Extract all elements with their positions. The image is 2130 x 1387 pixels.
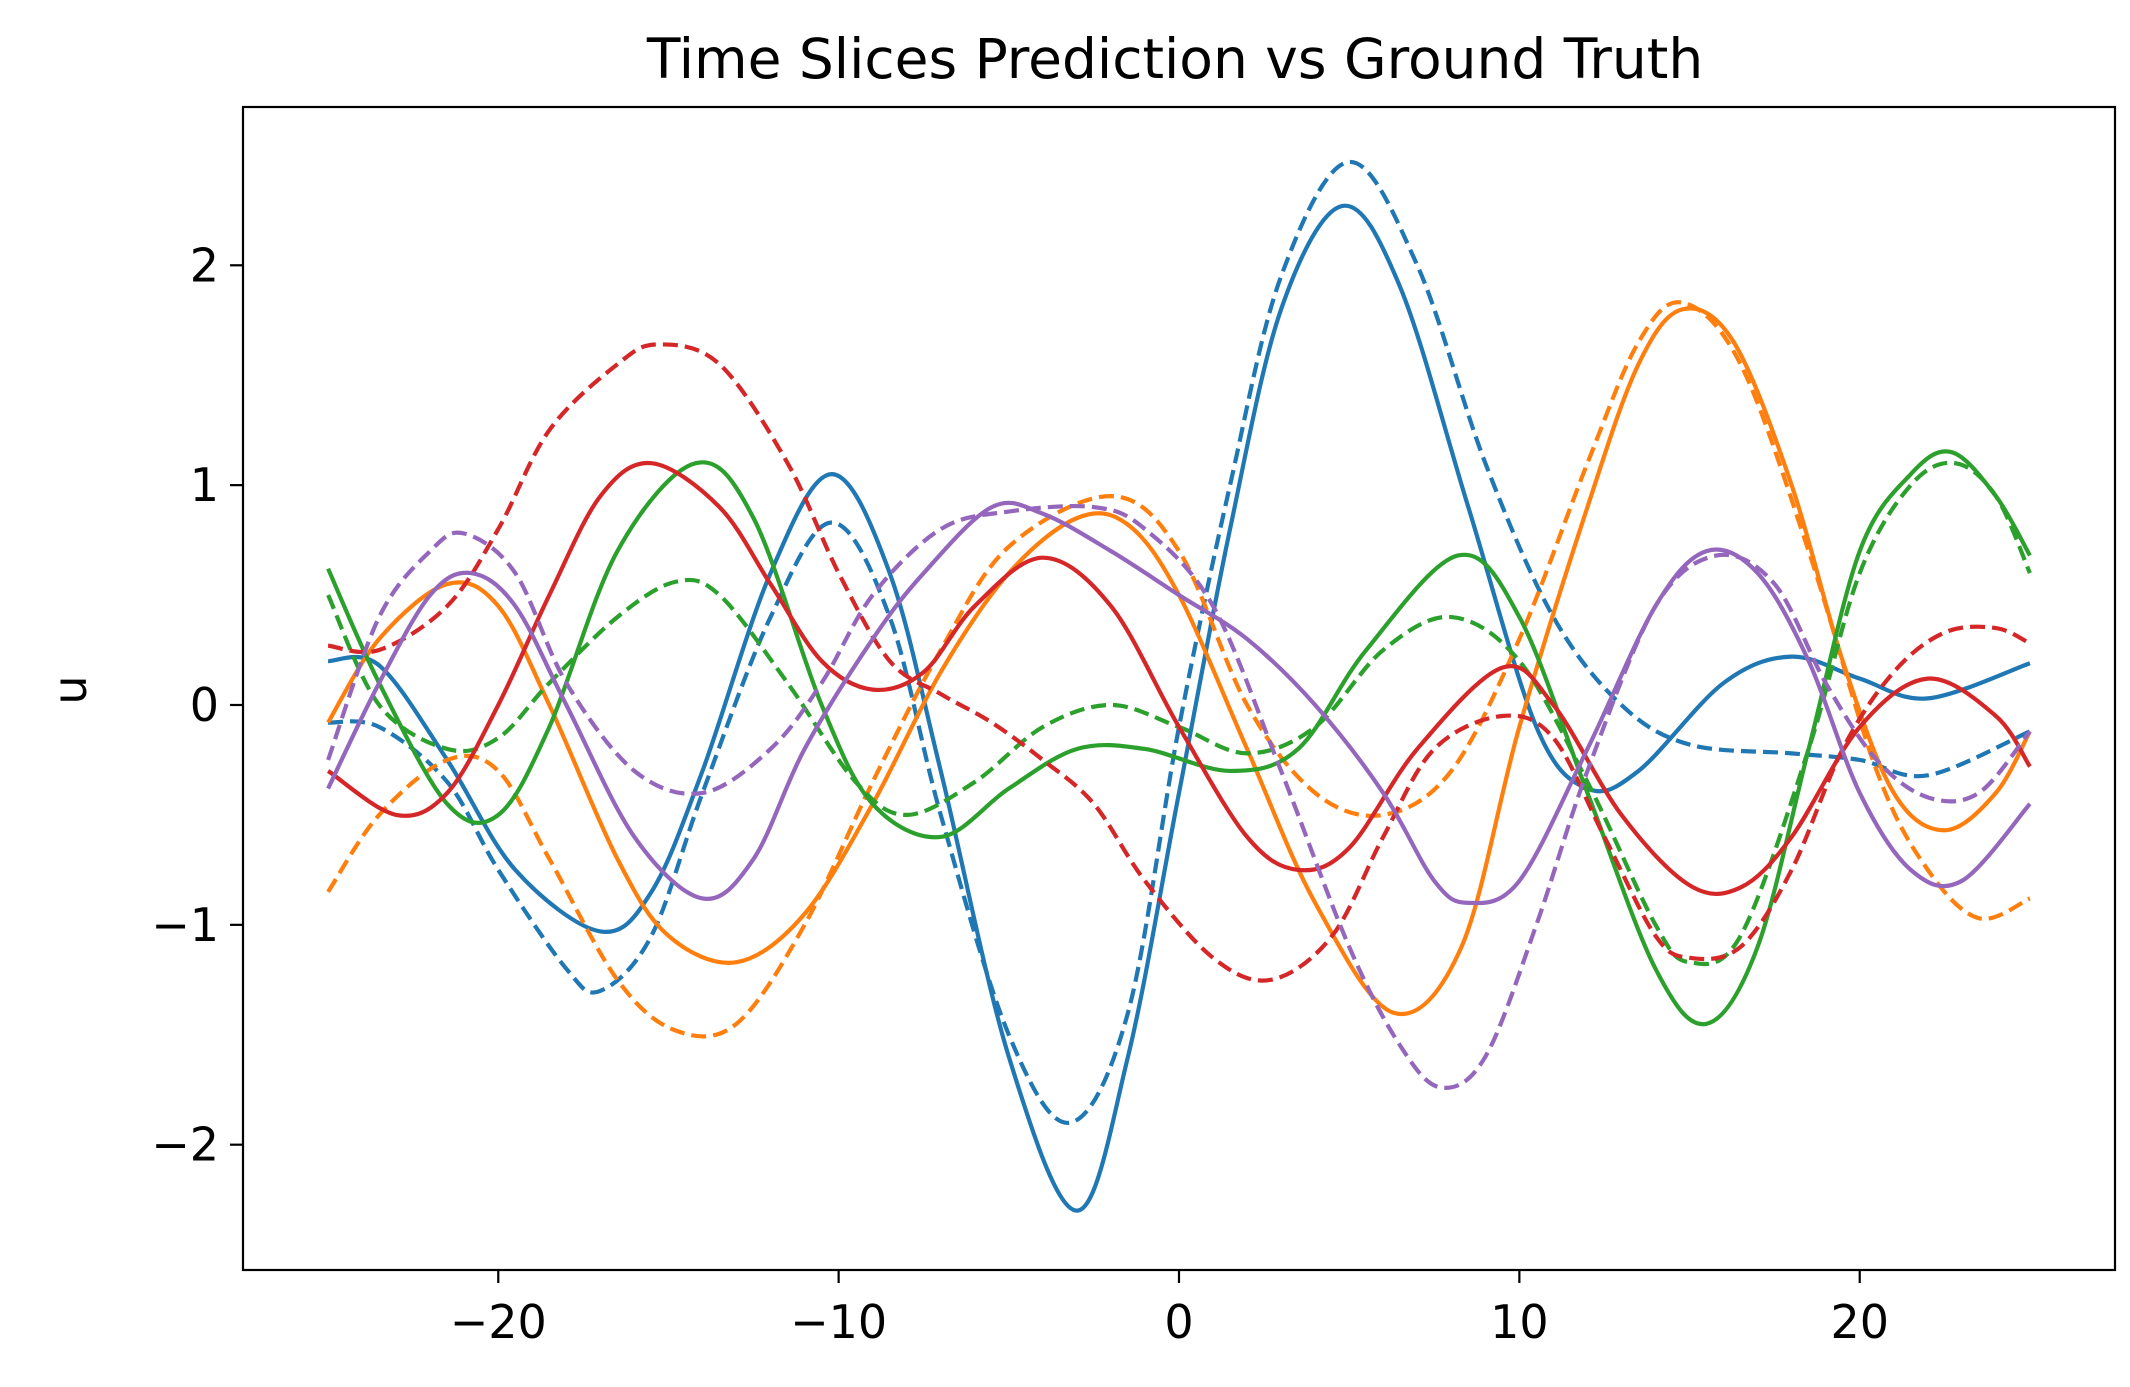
x-tick-label: −20 — [450, 1295, 547, 1349]
y-axis-label: u — [43, 675, 97, 704]
series-line-10-dashed — [326, 503, 2032, 1090]
x-tick-label: −10 — [790, 1295, 887, 1349]
series-layer — [326, 159, 2032, 1213]
series-line-6-dashed — [326, 460, 2032, 967]
y-axis: −2 −1 0 1 2 — [151, 238, 243, 1172]
x-tick-label: 0 — [1164, 1295, 1193, 1349]
plot-frame — [241, 105, 2117, 1272]
x-tick-label: 20 — [1830, 1295, 1889, 1349]
y-tick-label: 0 — [190, 678, 219, 732]
series-line-5-solid — [326, 449, 2032, 1027]
series-line-3-solid — [326, 306, 2032, 1017]
y-tick-label: −2 — [151, 1118, 219, 1172]
series-line-2-dashed — [327, 159, 2031, 1125]
x-tick-label: 10 — [1490, 1295, 1549, 1349]
chart-title: Time Slices Prediction vs Ground Truth — [646, 27, 1703, 91]
series-line-9-solid — [326, 500, 2032, 906]
series-line-8-dashed — [327, 342, 2031, 983]
y-tick-label: 1 — [190, 458, 219, 512]
series-line-7-solid — [326, 460, 2032, 897]
y-tick-label: 2 — [190, 238, 219, 292]
series-line-1-solid — [327, 203, 2031, 1213]
y-tick-label: −1 — [151, 898, 219, 952]
x-axis: −20 −10 0 10 20 — [450, 1270, 1889, 1349]
series-line-4-dashed — [326, 300, 2031, 1039]
